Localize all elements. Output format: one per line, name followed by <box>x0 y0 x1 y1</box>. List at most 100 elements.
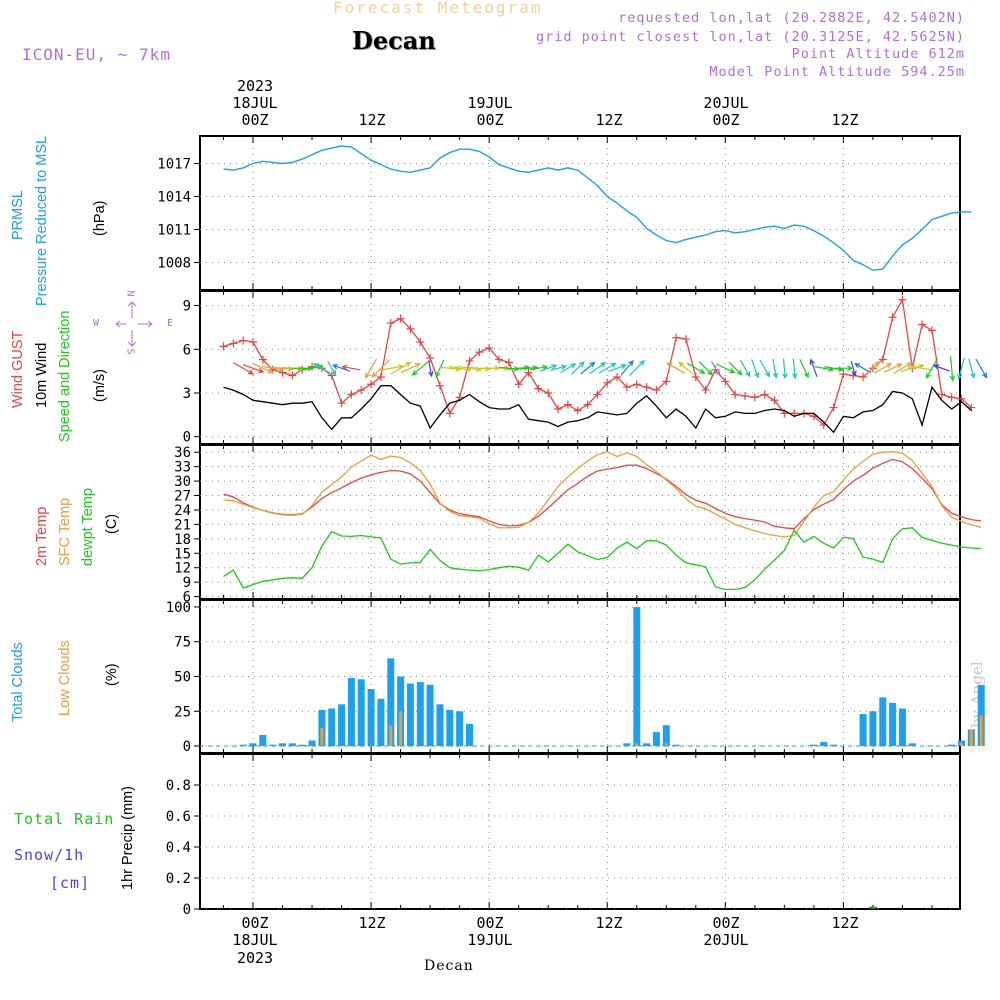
wind-arrow-45 <box>716 363 736 374</box>
ytick-label-clouds-4: 100 <box>166 600 191 616</box>
model-altitude: Model Point Altitude 594.25m <box>709 64 965 80</box>
bottom-date-label-4: 20JUL <box>703 931 749 949</box>
wind-arrow-47 <box>739 360 751 378</box>
total-cloud-bar-8 <box>298 744 306 747</box>
low-cloud-bar-42 <box>635 743 639 747</box>
gust-marker-44 <box>652 386 661 395</box>
gust-marker-48 <box>691 372 700 381</box>
total-cloud-bar-7 <box>288 743 296 747</box>
bottom-hour-label-1: 12Z <box>358 914 386 932</box>
rain-bar-66 <box>868 906 877 909</box>
wind-arrow-63 <box>893 362 913 374</box>
compass-rose <box>115 301 153 347</box>
wind-arrow-18 <box>428 360 434 378</box>
bottom-hour-label-4: 00Z <box>712 914 740 932</box>
panel-frame-precip <box>199 753 961 910</box>
total-cloud-bar-2 <box>239 744 247 747</box>
wind-arrow-54 <box>809 358 818 378</box>
wind-arrow-15 <box>390 361 412 375</box>
total-cloud-bar-42 <box>633 607 641 747</box>
ytick-label-temperature-3: 15 <box>174 546 191 562</box>
total-cloud-bar-23 <box>446 709 454 747</box>
wind-arrow-58 <box>850 360 857 377</box>
total-cloud-bar-60 <box>810 744 818 747</box>
wind-arrow-29 <box>529 364 549 371</box>
wind-arrow-8 <box>312 363 330 374</box>
total-cloud-bar-69 <box>898 708 906 747</box>
wind-arrow-10 <box>331 364 351 372</box>
bottom-hour-label-0: 00Z <box>241 914 269 932</box>
wind-arrow-16 <box>400 363 422 374</box>
total-cloud-bar-18 <box>397 676 405 746</box>
gust-marker-22 <box>435 381 444 390</box>
ytick-label-wind-0: 0 <box>183 430 191 446</box>
gust-marker-23 <box>445 409 454 418</box>
product-title: Forecast Meteogram <box>333 0 543 17</box>
wind-arrow-37 <box>608 364 628 372</box>
ytick-label-pressure-2: 1014 <box>157 190 191 206</box>
gust-marker-20 <box>416 338 425 346</box>
total-cloud-bar-25 <box>466 723 473 747</box>
top-hour-label-4: 00Z <box>712 111 740 129</box>
gust-marker-12 <box>337 399 346 408</box>
panel-frame-temperature <box>199 444 961 600</box>
total-cloud-bar-5 <box>269 744 277 747</box>
gust-marker-28 <box>495 355 503 364</box>
wind-arrow-2 <box>252 363 274 374</box>
wind-arrow-19 <box>435 359 445 378</box>
low-cloud-bar-75 <box>960 743 963 747</box>
gust-marker-45 <box>662 377 671 386</box>
wind-line-10m-wind <box>223 385 972 434</box>
ytick-label-precip-4: 0.8 <box>166 778 191 794</box>
total-cloud-bar-74 <box>948 744 956 747</box>
top-date-label-4: 20JUL <box>703 94 749 112</box>
total-cloud-bar-3 <box>249 743 257 747</box>
wind-arrow-13 <box>371 359 391 378</box>
gust-marker-53 <box>741 391 749 400</box>
total-cloud-bar-65 <box>859 714 867 747</box>
wind-arrow-46 <box>728 361 743 376</box>
wind-arrow-31 <box>550 364 568 371</box>
wind-arrow-52 <box>791 358 798 380</box>
temperature-line-dewpt-temp <box>223 527 982 591</box>
ytick-label-temperature-0: 6 <box>183 590 191 606</box>
gust-marker-26 <box>475 348 484 357</box>
gust-marker-32 <box>534 384 543 393</box>
total-cloud-bar-15 <box>367 689 375 746</box>
bottom-date-label-2: 19JUL <box>467 931 513 949</box>
bottom-date-label-0: 18JUL <box>232 931 278 949</box>
wind-arrow-17 <box>411 361 429 376</box>
total-cloud-bar-70 <box>908 743 916 747</box>
wind-arrow-57 <box>834 365 854 371</box>
low-cloud-bar-77 <box>979 715 983 746</box>
gust-marker-33 <box>544 389 553 397</box>
total-cloud-bar-43 <box>643 743 651 747</box>
top-date-label-2: 19JUL <box>467 94 513 112</box>
gust-marker-3 <box>249 338 257 346</box>
panel-frame-pressure <box>199 135 961 291</box>
wind-arrow-60 <box>866 360 881 376</box>
gust-marker-21 <box>426 354 435 363</box>
gust-marker-14 <box>357 386 366 395</box>
total-cloud-bar-24 <box>456 711 464 747</box>
gust-marker-18 <box>396 314 405 323</box>
total-cloud-bar-41 <box>623 743 631 747</box>
wind-arrow-42 <box>686 362 706 374</box>
wind-arrow-66 <box>925 358 938 379</box>
gust-marker-56 <box>770 396 779 405</box>
gust-marker-68 <box>888 313 897 322</box>
gust-marker-47 <box>681 335 690 344</box>
wind-arrow-30 <box>539 364 558 372</box>
wind-arrow-44 <box>710 361 721 377</box>
total-cloud-bar-9 <box>308 740 316 747</box>
gust-marker-46 <box>672 333 681 342</box>
wind-arrow-59 <box>854 363 872 374</box>
gust-marker-37 <box>583 400 592 409</box>
low-cloud-bar-18 <box>399 711 403 747</box>
total-cloud-bar-12 <box>338 704 346 746</box>
model-name: ICON-EU, ~ 7km <box>22 45 171 64</box>
top-hour-label-3: 12Z <box>595 111 623 129</box>
bottom-hour-label-3: 12Z <box>595 914 623 932</box>
compass-e-label: E <box>167 318 174 329</box>
